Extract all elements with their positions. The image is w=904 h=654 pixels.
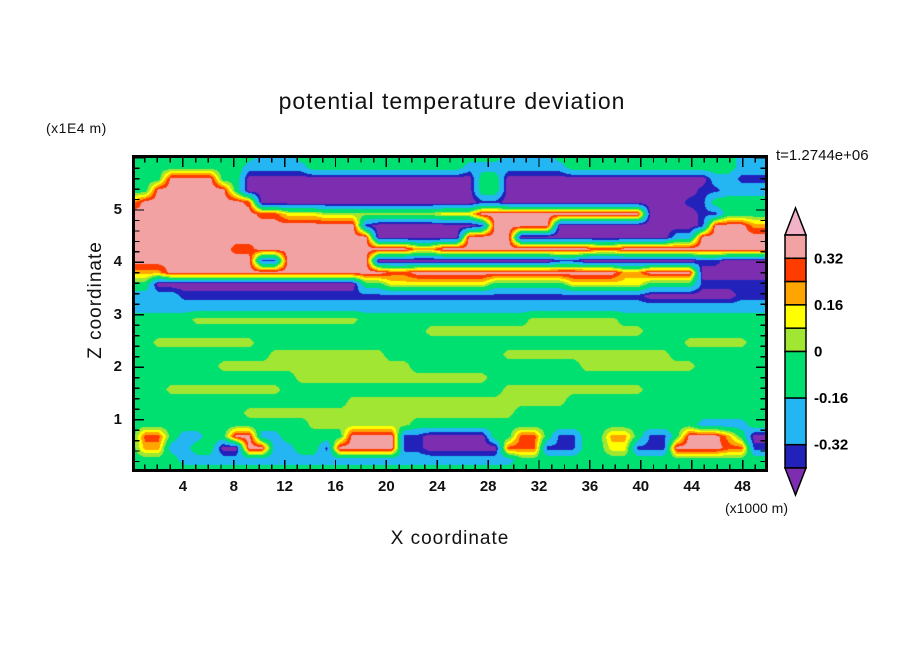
colorbar-segment [784, 257, 807, 283]
x-tick-label: 12 [276, 478, 293, 495]
axes-frame [132, 155, 768, 472]
colorbar-label: -0.32 [814, 437, 848, 454]
x-tick-label: 32 [530, 478, 548, 495]
colorbar-label: 0.32 [814, 250, 843, 267]
plot-area [132, 155, 768, 472]
colorbar-segment [784, 304, 807, 329]
x-tick-label: 8 [229, 478, 238, 495]
z-tick-label: 2 [113, 358, 122, 376]
chart-title: potential temperature deviation [278, 88, 626, 114]
x-axis-title: X coordinate [390, 528, 510, 549]
colorbar-label: -0.16 [814, 390, 848, 407]
x-tick-label: 24 [428, 478, 446, 495]
colorbar-segment [784, 280, 807, 306]
z-axis-title: Z coordinate [85, 241, 106, 359]
colorbar-segment [784, 234, 807, 260]
z-axis-unit-label: (x1E4 m) [46, 120, 107, 136]
z-tick-label: 4 [113, 253, 122, 271]
colorbar-segment [784, 327, 807, 353]
colorbar-segment [784, 443, 807, 469]
colorbar-label: 0 [814, 344, 822, 361]
colorbar-segment [784, 397, 807, 446]
colorbar-top-cap [783, 205, 808, 236]
colorbar: 0.32 0.16 0 -0.16 -0.32 [780, 203, 904, 503]
x-tick-label: 40 [632, 478, 650, 495]
x-tick-label: 16 [327, 478, 344, 495]
x-axis-unit-label: (x1000 m) [724, 500, 788, 516]
z-tick-label: 3 [113, 305, 122, 323]
colorbar-label: 0.16 [814, 297, 843, 314]
contour-field-canvas [132, 155, 768, 472]
z-tick-labels: 5 4 3 2 1 [88, 155, 122, 472]
time-annotation: t=1.2744e+06 [776, 147, 869, 164]
z-tick-label: 1 [113, 410, 122, 428]
z-tick-label: 5 [113, 201, 122, 219]
x-tick-labels: 4 8 12 16 20 24 28 32 36 40 44 48 [132, 478, 768, 498]
x-tick-label: 28 [479, 478, 497, 495]
x-tick-label: 36 [581, 478, 599, 495]
colorbar-scale: 0.32 0.16 0 -0.16 -0.32 [783, 205, 848, 498]
x-tick-label: 20 [378, 478, 395, 495]
colorbar-bottom-cap [783, 467, 808, 498]
colorbar-segment [784, 350, 807, 399]
x-tick-label: 44 [683, 478, 701, 495]
x-tick-label: 48 [734, 478, 751, 495]
x-tick-label: 4 [178, 478, 188, 495]
